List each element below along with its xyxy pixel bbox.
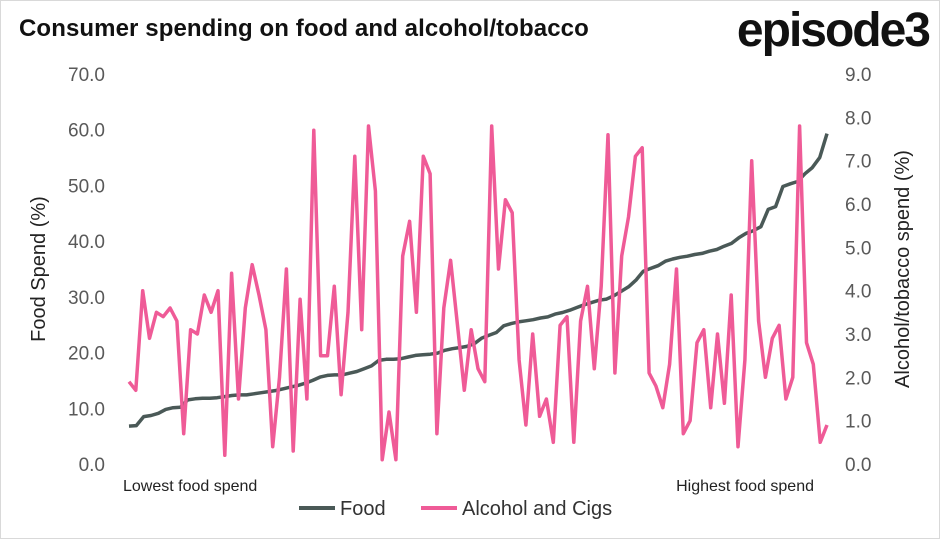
- chart-title: Consumer spending on food and alcohol/to…: [19, 15, 589, 42]
- right-tick-label: 8.0: [845, 108, 871, 129]
- right-tick-label: 1.0: [845, 412, 871, 433]
- annotation-highest: Highest food spend: [676, 478, 814, 495]
- right-tick-label: 7.0: [845, 152, 871, 173]
- left-tick-label: 50.0: [68, 176, 105, 197]
- legend: Food Alcohol and Cigs: [299, 498, 612, 520]
- left-tick-label: 40.0: [68, 232, 105, 253]
- right-tick-label: 2.0: [845, 368, 871, 389]
- series-line-food: [128, 133, 829, 428]
- right-tick-label: 0.0: [845, 455, 871, 476]
- right-tick-label: 4.0: [845, 282, 871, 303]
- legend-label-food: Food: [340, 498, 386, 520]
- right-tick-label: 6.0: [845, 195, 871, 216]
- left-tick-label: 10.0: [68, 399, 105, 420]
- left-axis-title: Food Spend (%): [28, 196, 50, 342]
- right-tick-label: 9.0: [845, 65, 871, 86]
- left-tick-label: 60.0: [68, 121, 105, 142]
- annotation-lowest: Lowest food spend: [123, 478, 257, 495]
- right-axis-title: Alcohol/tobacco spend (%): [892, 150, 914, 388]
- left-tick-label: 0.0: [79, 455, 105, 476]
- left-tick-label: 20.0: [68, 344, 105, 365]
- left-tick-label: 70.0: [68, 65, 105, 86]
- left-tick-label: 30.0: [68, 288, 105, 309]
- right-tick-label: 3.0: [845, 325, 871, 346]
- series-line-alcohol: [127, 124, 829, 462]
- legend-label-alcohol: Alcohol and Cigs: [462, 498, 612, 520]
- series-layer: [127, 124, 829, 462]
- left-axis-ticks: 0.0 10.0 20.0 30.0 40.0 50.0 60.0 70.0: [68, 65, 105, 476]
- right-axis-ticks: 0.0 1.0 2.0 3.0 4.0 5.0 6.0 7.0 8.0 9.0: [845, 65, 871, 476]
- brand-logo: episode3: [736, 4, 931, 57]
- right-tick-label: 5.0: [845, 238, 871, 259]
